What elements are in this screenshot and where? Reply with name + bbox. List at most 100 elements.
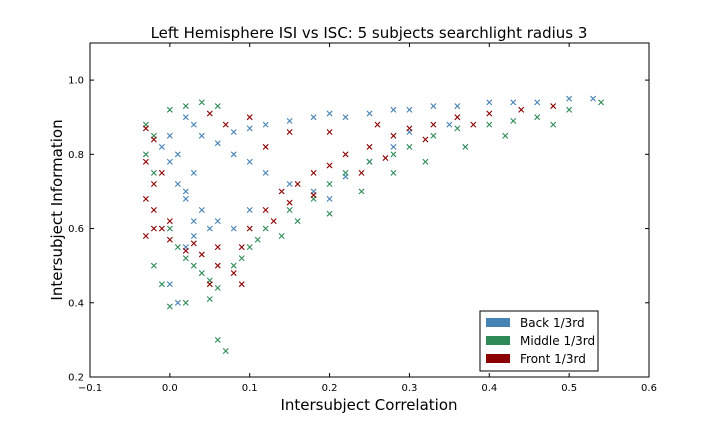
y-tick-label: 1.0 <box>68 76 84 87</box>
data-point <box>238 255 245 262</box>
data-point <box>190 232 197 239</box>
data-point <box>326 110 333 117</box>
data-point <box>510 117 517 124</box>
data-point <box>246 125 253 132</box>
data-point <box>454 103 461 110</box>
data-point <box>294 181 301 188</box>
data-point <box>190 121 197 128</box>
data-point <box>358 188 365 195</box>
data-point <box>270 218 277 225</box>
data-point <box>214 140 221 147</box>
data-point <box>326 195 333 202</box>
data-point <box>310 192 317 199</box>
data-point <box>262 121 269 128</box>
data-point <box>566 95 573 102</box>
data-point <box>390 151 397 158</box>
data-point <box>142 195 149 202</box>
data-point <box>422 136 429 143</box>
data-point <box>342 151 349 158</box>
y-axis: 0.2 0.4 0.6 0.8 1.0 <box>68 76 649 384</box>
data-point <box>510 99 517 106</box>
legend: Back 1/3rd Middle 1/3rd Front 1/3rd <box>479 310 599 372</box>
data-point <box>214 218 221 225</box>
data-point <box>326 181 333 188</box>
data-point <box>182 195 189 202</box>
plot-frame <box>89 42 650 378</box>
data-point <box>190 262 197 269</box>
data-point <box>390 169 397 176</box>
legend-label: Middle 1/3rd <box>520 334 595 348</box>
data-point <box>230 225 237 232</box>
data-point <box>262 225 269 232</box>
legend-label: Back 1/3rd <box>520 316 585 330</box>
data-point <box>326 210 333 217</box>
data-point <box>566 106 573 113</box>
data-point <box>166 218 173 225</box>
data-point <box>246 114 253 121</box>
data-point <box>486 99 493 106</box>
data-point <box>366 110 373 117</box>
data-point <box>174 181 181 188</box>
data-point <box>182 255 189 262</box>
data-point <box>238 244 245 251</box>
x-tick-label: 0.4 <box>481 383 497 394</box>
x-tick-label: 0.1 <box>242 383 258 394</box>
data-point <box>182 103 189 110</box>
data-point <box>278 188 285 195</box>
data-point <box>150 181 157 188</box>
data-point <box>422 158 429 165</box>
points-layer <box>142 95 605 355</box>
data-point <box>206 225 213 232</box>
data-point <box>214 284 221 291</box>
legend-swatch <box>486 318 510 327</box>
x-tick-label: 0.3 <box>401 383 417 394</box>
data-point <box>230 262 237 269</box>
series-2 <box>142 99 605 355</box>
data-point <box>182 114 189 121</box>
data-point <box>310 169 317 176</box>
data-point <box>382 155 389 162</box>
data-point <box>278 232 285 239</box>
data-point <box>190 240 197 247</box>
data-point <box>214 244 221 251</box>
data-point <box>198 270 205 277</box>
data-point <box>166 158 173 165</box>
data-point <box>518 106 525 113</box>
data-point <box>246 225 253 232</box>
data-point <box>406 106 413 113</box>
data-point <box>198 99 205 106</box>
data-point <box>158 169 165 176</box>
data-point <box>150 225 157 232</box>
data-point <box>238 281 245 288</box>
data-point <box>486 121 493 128</box>
data-point <box>142 158 149 165</box>
series-3 <box>142 103 557 288</box>
data-point <box>262 143 269 150</box>
data-point <box>462 143 469 150</box>
data-point <box>310 114 317 121</box>
data-point <box>166 225 173 232</box>
data-point <box>230 151 237 158</box>
x-tick-label: 0.2 <box>322 383 338 394</box>
data-point <box>430 103 437 110</box>
y-tick-label: 0.4 <box>68 298 84 309</box>
data-point <box>222 348 229 355</box>
x-tick-label: 0.5 <box>561 383 577 394</box>
data-point <box>214 336 221 343</box>
data-point <box>246 207 253 213</box>
data-point <box>174 151 181 158</box>
data-point <box>486 110 493 117</box>
data-point <box>262 207 269 213</box>
x-axis-title: Intersubject Correlation <box>280 396 457 414</box>
data-point <box>430 132 437 139</box>
data-point <box>390 106 397 113</box>
data-point <box>342 114 349 121</box>
data-point <box>470 121 477 128</box>
data-point <box>142 125 149 132</box>
data-point <box>142 232 149 239</box>
data-point <box>166 106 173 113</box>
data-point <box>174 299 181 306</box>
data-point <box>150 169 157 176</box>
data-point <box>182 299 189 306</box>
